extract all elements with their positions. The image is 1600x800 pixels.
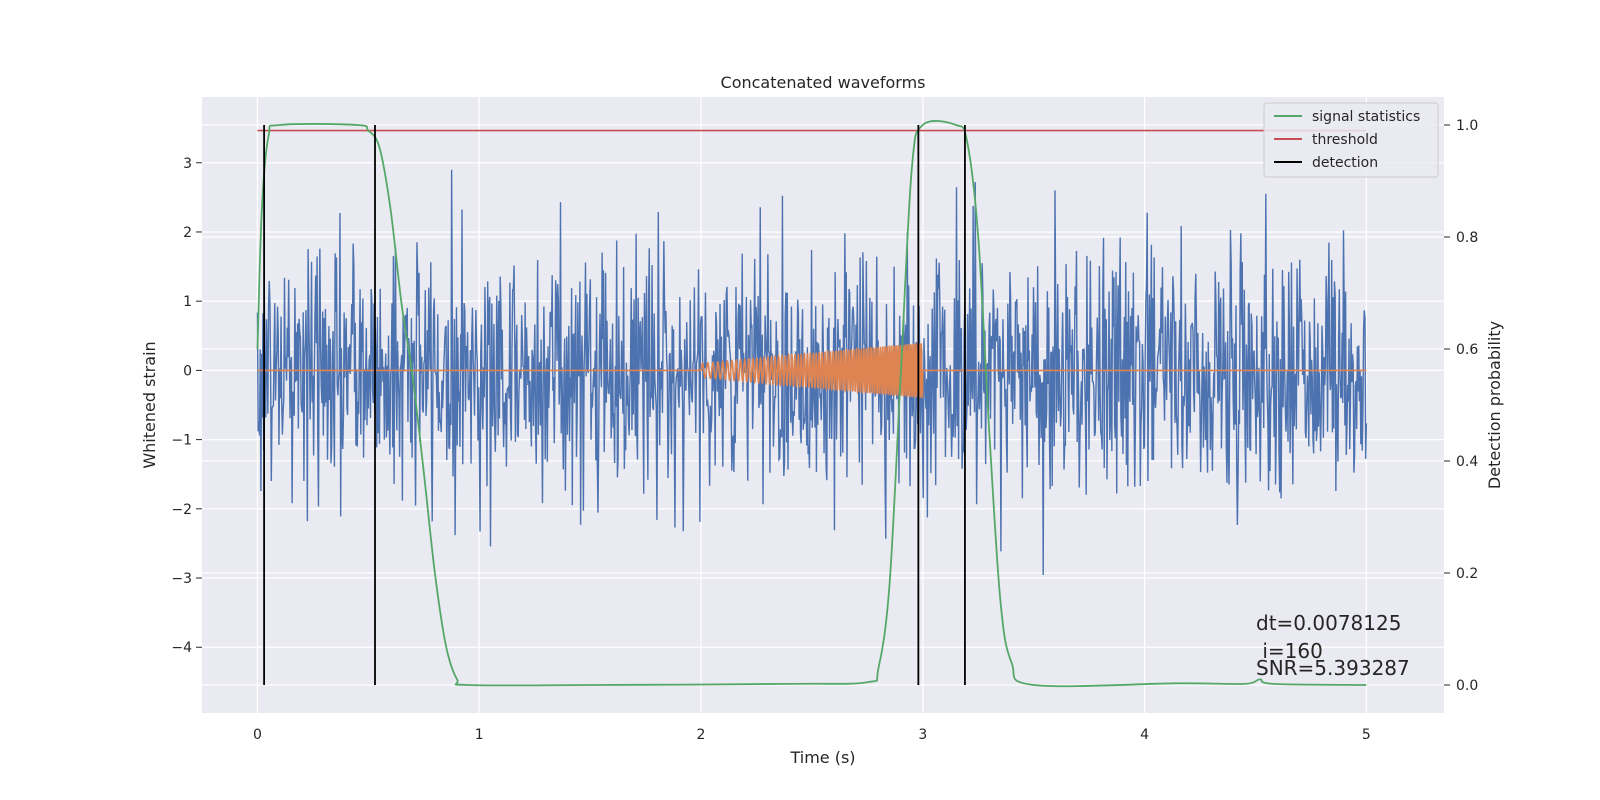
series-layer	[256, 120, 1368, 688]
y2-tick-label-5: 1.0	[1456, 118, 1478, 134]
legend: signal statistics threshold detection	[1263, 102, 1439, 178]
y2-axis-label: Detection probability	[1485, 321, 1504, 489]
legend-box	[1263, 102, 1439, 178]
y-tick-label-0: −4	[171, 640, 192, 656]
y2-tick-label-4: 0.8	[1456, 230, 1478, 246]
x-tick-label-1: 1	[475, 727, 484, 743]
y2-tick-label-3: 0.6	[1456, 342, 1478, 358]
y2-tick-label-2: 0.4	[1456, 454, 1478, 470]
signal-statistics-line	[256, 120, 1367, 688]
y-tick-label-4: 0	[183, 363, 192, 379]
y2-tick-label-1: 0.2	[1456, 566, 1478, 582]
chirp-series-line	[257, 343, 1367, 398]
chart-title: Concatenated waveforms	[721, 73, 926, 92]
y-tick-label-5: 1	[183, 294, 192, 310]
x-tick-label-5: 5	[1362, 727, 1371, 743]
y2-tick-label-0: 0.0	[1456, 678, 1478, 694]
x-ticks: 0 1 2 3 4 5	[253, 727, 1371, 743]
y2-ticks: 0.0 0.2 0.4 0.6 0.8 1.0	[1444, 118, 1478, 694]
annotation-dt: dt=0.0078125	[1256, 611, 1401, 635]
y-tick-label-2: −2	[171, 502, 192, 518]
y-tick-label-3: −1	[171, 433, 192, 449]
y-ticks: −4 −3 −2 −1 0 1 2 3	[171, 156, 202, 656]
legend-label-threshold: threshold	[1312, 132, 1378, 148]
y-tick-label-7: 3	[183, 156, 192, 172]
y-tick-label-1: −3	[171, 571, 192, 587]
y-tick-label-6: 2	[183, 225, 192, 241]
legend-label-signal-statistics: signal statistics	[1312, 109, 1420, 125]
noise-series-line	[256, 169, 1368, 575]
x-tick-label-4: 4	[1140, 727, 1149, 743]
data-layer	[256, 120, 1368, 688]
x-tick-label-3: 3	[918, 727, 927, 743]
annotation-snr: SNR=5.393287	[1256, 656, 1410, 680]
x-axis-label: Time (s)	[789, 748, 855, 767]
x-tick-label-2: 2	[697, 727, 706, 743]
y-axis-label: Whitened strain	[140, 341, 159, 468]
legend-label-detection: detection	[1312, 155, 1378, 171]
annotation-i: i=160	[1256, 639, 1323, 663]
x-tick-label-0: 0	[253, 727, 262, 743]
